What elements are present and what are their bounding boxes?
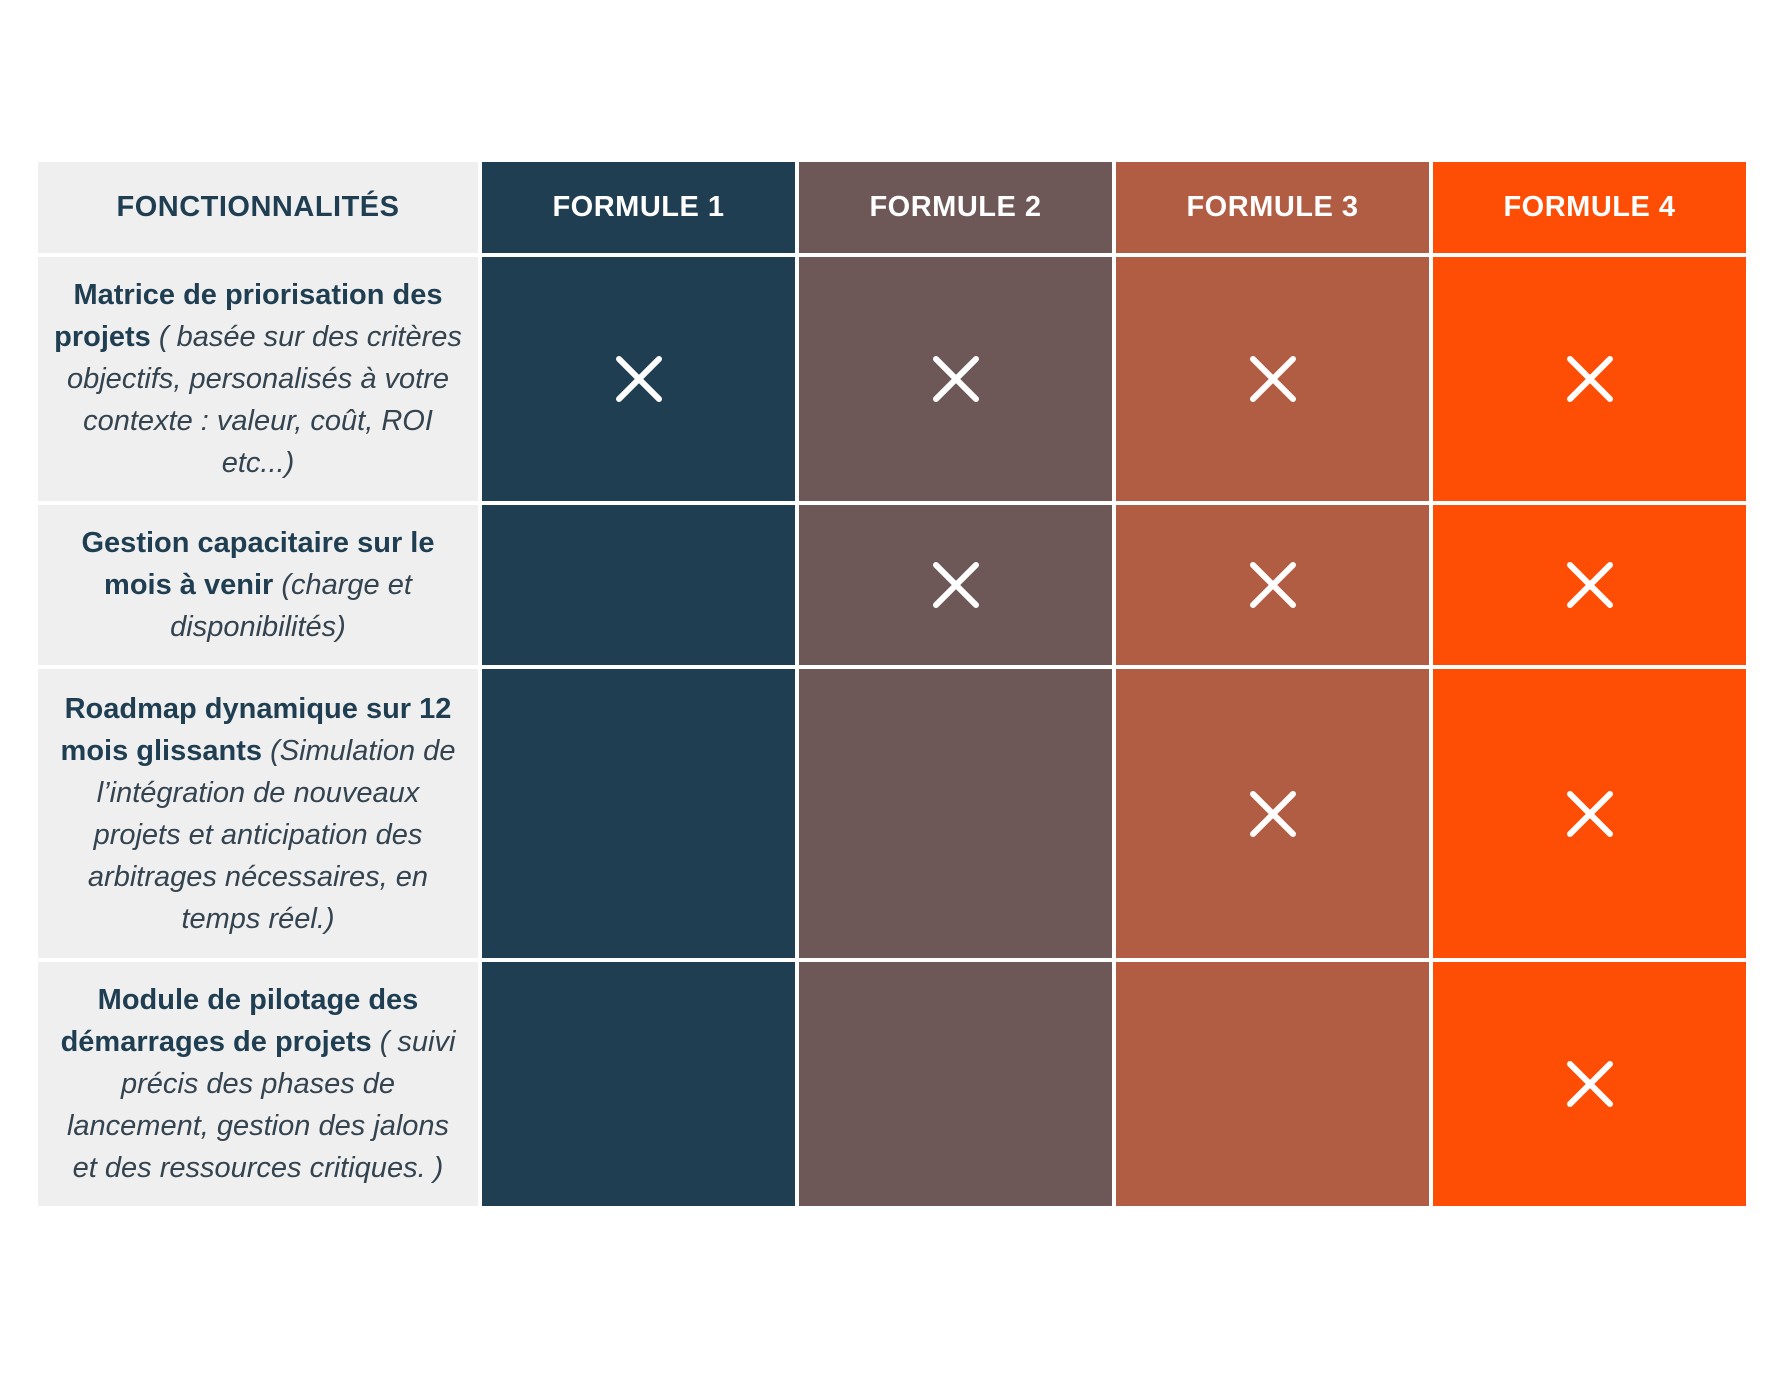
feature-title: Roadmap dynamique sur 12 mois glissants bbox=[60, 692, 452, 767]
header-features: FONCTIONNALITÉS bbox=[38, 162, 478, 253]
header-features-label: FONCTIONNALITÉS bbox=[116, 191, 400, 223]
feature-description: ( suivi précis des phases de lancement, … bbox=[66, 1026, 456, 1184]
cell-row-1-formule-1 bbox=[482, 257, 795, 501]
comparison-table: FONCTIONNALITÉS FORMULE 1 FORMULE 2 FORM… bbox=[38, 162, 1746, 1206]
x-mark-icon bbox=[1565, 354, 1615, 404]
header-formule-2-label: FORMULE 2 bbox=[869, 191, 1042, 223]
cell-row-3-formule-3 bbox=[1116, 669, 1429, 958]
cell-row-2-formule-4 bbox=[1433, 505, 1746, 665]
header-formule-2: FORMULE 2 bbox=[799, 162, 1112, 253]
cell-row-4-formule-3 bbox=[1116, 962, 1429, 1206]
feature-text: Roadmap dynamique sur 12 mois glissants … bbox=[52, 688, 464, 940]
feature-title: Gestion capacitaire sur le mois à venir bbox=[81, 527, 435, 601]
feature-text: Matrice de priorisation des projets ( ba… bbox=[52, 274, 464, 484]
cell-row-3-formule-2 bbox=[799, 669, 1112, 958]
feature-row-3: Roadmap dynamique sur 12 mois glissants … bbox=[38, 669, 478, 958]
cell-row-2-formule-3 bbox=[1116, 505, 1429, 665]
x-mark-icon bbox=[1248, 560, 1298, 610]
cell-row-2-formule-2 bbox=[799, 505, 1112, 665]
feature-title: Matrice de priorisation des projets bbox=[54, 279, 443, 353]
feature-description: ( basée sur des critères objectifs, pers… bbox=[66, 321, 462, 479]
cell-row-1-formule-3 bbox=[1116, 257, 1429, 501]
header-formule-4-label: FORMULE 4 bbox=[1503, 191, 1676, 223]
feature-title: Module de pilotage des démarrages de pro… bbox=[60, 984, 419, 1058]
x-mark-icon bbox=[1248, 354, 1298, 404]
x-mark-icon bbox=[1565, 560, 1615, 610]
header-formule-1-label: FORMULE 1 bbox=[552, 191, 725, 223]
feature-description: (Simulation de l’intégration de nouveaux… bbox=[87, 734, 456, 935]
cell-row-2-formule-1 bbox=[482, 505, 795, 665]
x-mark-icon bbox=[931, 560, 981, 610]
x-mark-icon bbox=[931, 354, 981, 404]
cell-row-3-formule-4 bbox=[1433, 669, 1746, 958]
feature-row-1: Matrice de priorisation des projets ( ba… bbox=[38, 257, 478, 501]
x-mark-icon bbox=[1248, 789, 1298, 839]
header-formule-4: FORMULE 4 bbox=[1433, 162, 1746, 253]
header-formule-3: FORMULE 3 bbox=[1116, 162, 1429, 253]
feature-row-2: Gestion capacitaire sur le mois à venir … bbox=[38, 505, 478, 665]
feature-row-4: Module de pilotage des démarrages de pro… bbox=[38, 962, 478, 1206]
x-mark-icon bbox=[1565, 789, 1615, 839]
header-formule-3-label: FORMULE 3 bbox=[1186, 191, 1359, 223]
cell-row-4-formule-1 bbox=[482, 962, 795, 1206]
x-mark-icon bbox=[614, 354, 664, 404]
header-formule-1: FORMULE 1 bbox=[482, 162, 795, 253]
cell-row-3-formule-1 bbox=[482, 669, 795, 958]
cell-row-1-formule-2 bbox=[799, 257, 1112, 501]
cell-row-4-formule-2 bbox=[799, 962, 1112, 1206]
cell-row-1-formule-4 bbox=[1433, 257, 1746, 501]
cell-row-4-formule-4 bbox=[1433, 962, 1746, 1206]
feature-description: (charge et disponibilités) bbox=[170, 569, 412, 643]
feature-text: Module de pilotage des démarrages de pro… bbox=[52, 979, 464, 1189]
feature-text: Gestion capacitaire sur le mois à venir … bbox=[52, 522, 464, 648]
x-mark-icon bbox=[1565, 1059, 1615, 1109]
